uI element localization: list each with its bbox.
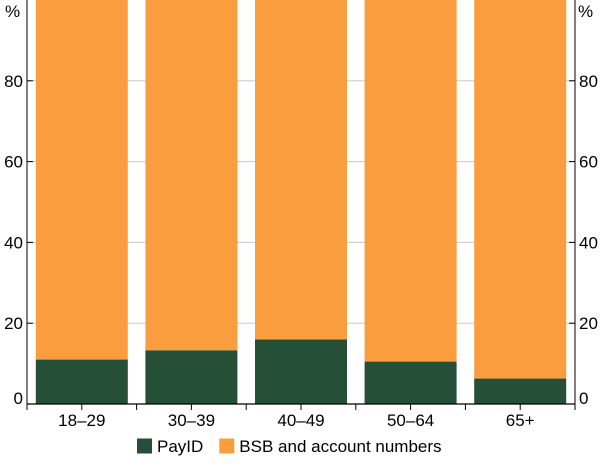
y-tick-label-left: 60 <box>4 153 23 172</box>
legend-swatch <box>219 438 235 454</box>
x-tick-labels-group: 18–29 30–39 40–49 50–64 65+ <box>58 411 535 430</box>
y-tick-label-left: 20 <box>4 314 23 333</box>
y-tick-label-right: 80 <box>579 72 598 91</box>
axes-group <box>26 0 576 410</box>
x-tick-label: 40–49 <box>277 411 324 430</box>
bar-segment <box>145 350 238 404</box>
legend-label: BSB and account numbers <box>239 437 441 456</box>
y-tick-label-right: 40 <box>579 233 598 252</box>
bar-segment <box>35 0 128 360</box>
x-tick-label: 30–39 <box>168 411 215 430</box>
x-tick-label: 18–29 <box>58 411 105 430</box>
y-ticks-group: 0 0 20 20 40 40 60 60 80 80 <box>4 72 598 408</box>
y-tick-label-left: 40 <box>4 233 23 252</box>
bar-segment <box>145 0 238 351</box>
x-tick-label: 65+ <box>506 411 535 430</box>
y-tick-label-right: 20 <box>579 314 598 333</box>
y-tick-label-right: 60 <box>579 153 598 172</box>
y-tick-label-left: 0 <box>14 389 23 408</box>
bars-group <box>35 0 567 404</box>
bar-segment <box>35 359 128 404</box>
bar-segment <box>474 378 567 404</box>
x-tick-label: 50–64 <box>387 411 434 430</box>
legend: PayID BSB and account numbers <box>137 437 442 456</box>
bar-segment <box>474 0 567 379</box>
bar-segment <box>255 0 347 340</box>
y-tick-label-left: 80 <box>4 72 23 91</box>
legend-label: PayID <box>157 437 203 456</box>
bar-segment <box>364 361 457 404</box>
y-axis-unit-right: % <box>578 2 593 21</box>
bar-segment <box>255 339 347 404</box>
y-tick-label-right: 0 <box>579 389 588 408</box>
legend-swatch <box>137 438 152 454</box>
bar-segment <box>364 0 457 362</box>
y-axis-unit-left: % <box>5 2 20 21</box>
